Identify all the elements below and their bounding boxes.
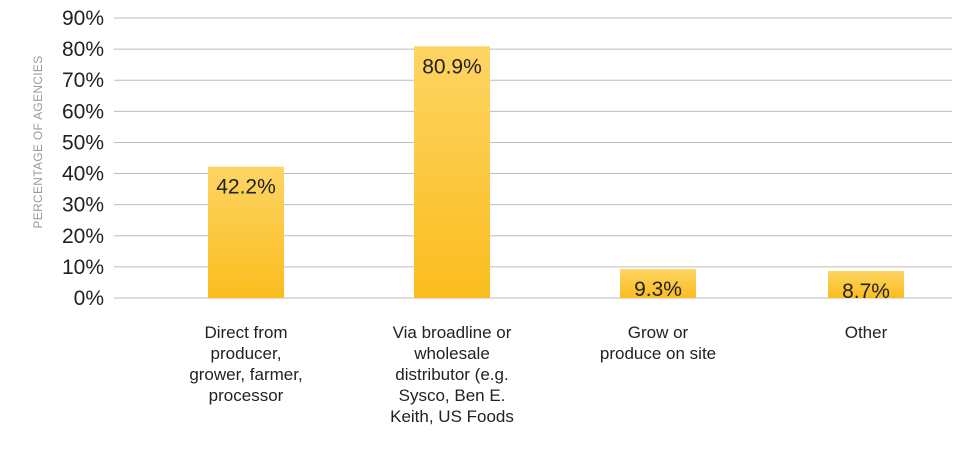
category-label-line: wholesale [414,344,490,363]
category-label-line: grower, farmer, [189,365,303,384]
category-label: Grow or produce on site [568,322,748,364]
y-tick-labels: 0% 10% 20% 30% 40% 50% 60% 70% 80% 90% [62,7,104,310]
category-label: Via broadline or wholesale distributor (e.… [362,322,542,427]
y-axis-label: PERCENTAGE OF AGENCIES [31,55,45,228]
y-tick-label: 90% [62,7,104,30]
y-tick-label: 70% [62,69,104,92]
data-label: 80.9% [422,55,482,78]
bar [414,46,490,298]
category-label-line: Direct from [204,323,288,342]
y-tick-label: 0% [74,287,104,310]
bars [208,46,904,298]
category-label-line: Sysco, Ben E. [398,386,506,405]
data-labels: 42.2% 80.9% 9.3% 8.7% [216,55,890,303]
data-label: 8.7% [842,280,890,303]
category-label-line: produce on site [599,344,717,363]
bar [620,269,696,298]
category-label-line: Grow or [627,323,689,342]
y-tick-label: 30% [62,194,104,217]
category-label-line: distributor (e.g. [395,365,509,384]
category-label: Direct from producer, grower, farmer, proce… [156,322,336,406]
y-tick-label: 10% [62,256,104,279]
y-tick-label: 20% [62,225,104,248]
gridlines [114,17,952,299]
category-label: Other [776,322,956,343]
category-label-line: Via broadline or [392,323,512,342]
category-label-line: processor [208,386,284,405]
category-label-line: Other [844,323,888,342]
y-tick-label: 60% [62,100,104,123]
y-tick-label: 80% [62,38,104,61]
y-tick-label: 50% [62,131,104,154]
category-label-line: producer, [210,344,282,363]
y-tick-label: 40% [62,163,104,186]
data-label: 42.2% [216,176,276,199]
bar [208,166,284,298]
bar [828,270,904,298]
category-label-line: Keith, US Foods [390,407,514,426]
data-label: 9.3% [634,278,682,301]
